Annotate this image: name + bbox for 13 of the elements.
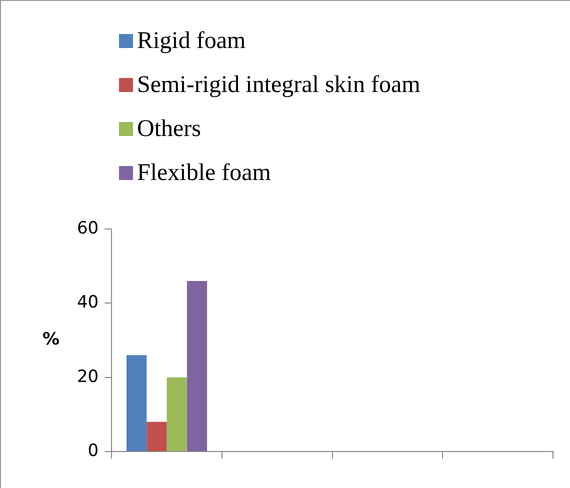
legend-label: Flexible foam	[137, 160, 271, 186]
y-tick-label: 60	[76, 218, 99, 238]
bar	[166, 377, 187, 452]
y-tick-label: 0	[88, 441, 99, 462]
legend-label: Others	[137, 116, 201, 142]
y-tick-label: 20	[76, 366, 99, 387]
legend-label: Semi-rigid integral skin foam	[137, 72, 420, 98]
legend-label: Rigid foam	[137, 28, 246, 54]
y-tick-label: 40	[76, 292, 99, 313]
bar	[126, 355, 147, 452]
bar	[186, 280, 208, 452]
bar	[146, 422, 167, 452]
y-axis-title: %	[42, 330, 60, 350]
